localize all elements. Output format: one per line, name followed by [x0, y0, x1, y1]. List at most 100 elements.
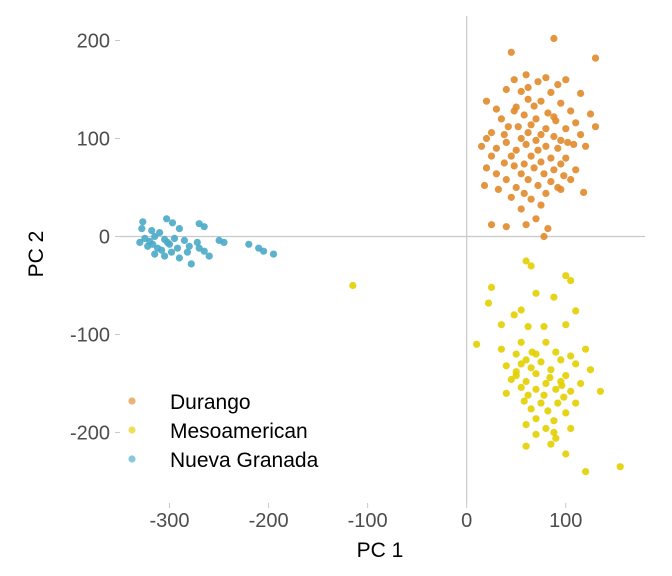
data-point: [560, 393, 568, 401]
data-point: [580, 188, 588, 196]
data-point: [497, 115, 505, 123]
data-point: [193, 238, 201, 246]
data-point: [577, 89, 585, 97]
data-point: [517, 170, 525, 178]
data-point: [542, 189, 550, 197]
data-point: [596, 387, 605, 395]
data-point: [151, 232, 159, 241]
data-point: [532, 136, 540, 144]
x-tick-label: -200: [249, 510, 289, 532]
data-point: [577, 131, 585, 139]
data-point: [527, 364, 535, 372]
data-point: [522, 221, 530, 229]
legend-key: [128, 426, 136, 434]
data-point: [528, 348, 536, 356]
data-point: [547, 88, 555, 96]
x-tick-label: -300: [150, 510, 190, 532]
y-tick-label: 200: [77, 30, 110, 52]
data-point: [544, 407, 552, 415]
series-durango: [478, 34, 600, 241]
data-point: [520, 111, 528, 119]
data-point: [149, 240, 157, 248]
data-point: [185, 242, 193, 250]
data-point: [577, 379, 585, 388]
data-point: [572, 166, 580, 174]
data-point: [175, 225, 183, 233]
data-point: [524, 129, 532, 137]
x-tick-label: 100: [549, 510, 582, 532]
data-point: [512, 372, 520, 380]
legend-key: [128, 455, 136, 463]
data-point: [532, 415, 540, 423]
data-point: [167, 248, 176, 256]
data-point: [586, 110, 595, 118]
data-point: [170, 234, 179, 242]
data-point: [558, 381, 566, 389]
data-point: [507, 375, 515, 384]
data-point: [532, 385, 540, 393]
data-point: [502, 138, 510, 146]
data-point: [524, 176, 532, 184]
data-point: [527, 152, 535, 160]
data-point: [510, 76, 518, 84]
data-point: [484, 299, 493, 307]
data-point: [557, 136, 565, 144]
data-point: [562, 125, 570, 133]
data-point: [522, 140, 530, 148]
data-point: [522, 421, 530, 429]
data-point: [562, 76, 570, 84]
data-point: [487, 152, 496, 160]
data-point: [537, 201, 545, 209]
data-point: [544, 225, 552, 233]
data-point: [532, 430, 540, 438]
data-point: [520, 397, 528, 405]
data-point: [567, 277, 575, 285]
data-point: [502, 362, 510, 370]
data-point: [557, 99, 565, 107]
data-point: [542, 125, 550, 133]
data-point: [547, 154, 555, 162]
data-point: [557, 160, 565, 168]
data-point: [163, 215, 171, 223]
data-point: [572, 360, 580, 368]
data-point: [562, 272, 570, 280]
data-point: [537, 97, 545, 105]
data-point: [502, 223, 510, 231]
data-point: [151, 250, 159, 258]
data-point: [138, 225, 146, 233]
data-point: [517, 134, 525, 143]
data-point: [183, 248, 191, 256]
data-point: [158, 246, 166, 254]
data-point: [473, 340, 481, 348]
data-point: [156, 229, 164, 237]
data-point: [534, 181, 542, 190]
data-point: [540, 323, 548, 331]
data-point: [552, 385, 560, 393]
data-point: [567, 352, 575, 360]
legend-label: Nueva Granada: [170, 449, 319, 472]
data-point: [502, 176, 510, 184]
data-point: [517, 360, 525, 368]
data-point: [245, 240, 253, 248]
data-point: [532, 115, 540, 123]
data-point: [522, 71, 530, 79]
data-point: [534, 146, 542, 154]
data-point: [572, 399, 580, 407]
data-point: [497, 321, 505, 329]
data-point: [537, 399, 545, 407]
data-point: [560, 172, 568, 180]
data-point: [562, 450, 570, 458]
series-nueva-granada: [136, 215, 278, 268]
data-point: [139, 218, 147, 226]
data-point: [187, 260, 195, 268]
data-point: [168, 219, 177, 227]
data-point: [616, 463, 624, 471]
legend-key: [128, 397, 136, 405]
data-point: [572, 119, 580, 127]
data-point: [532, 215, 540, 223]
data-point: [534, 78, 542, 86]
data-point: [524, 95, 532, 103]
data-point: [220, 238, 228, 246]
data-point: [567, 424, 575, 433]
data-point: [507, 152, 515, 160]
